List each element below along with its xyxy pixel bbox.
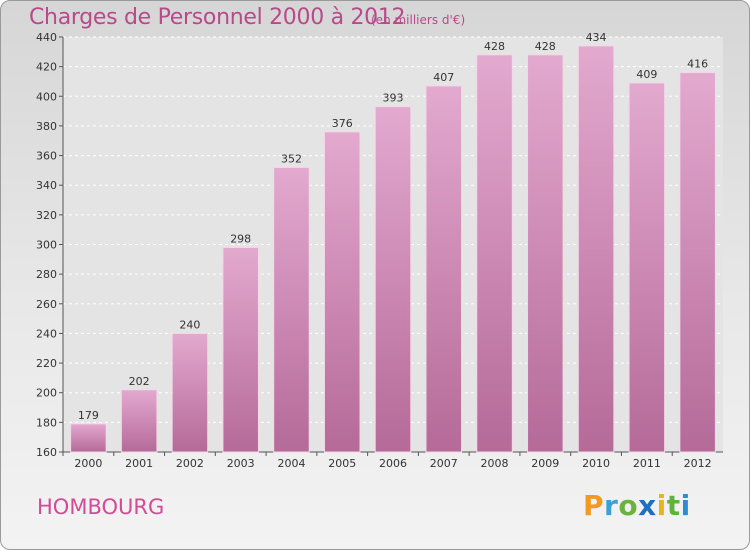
- x-tick-label: 2012: [684, 457, 712, 470]
- bar-value-label: 393: [383, 92, 404, 105]
- logo-letter: o: [618, 489, 639, 522]
- proxiti-logo[interactable]: Proxiti: [583, 489, 691, 522]
- bar-value-label: 428: [535, 40, 556, 53]
- bar-2008: [476, 54, 513, 453]
- bar-value-label: 179: [78, 409, 99, 422]
- bar-value-label: 376: [332, 117, 353, 130]
- x-tick-label: 2006: [379, 457, 407, 470]
- logo-letter: i: [680, 489, 691, 522]
- bar-2012: [679, 72, 716, 453]
- logo-letter: x: [638, 489, 657, 522]
- bar-value-label: 428: [484, 40, 505, 53]
- chart-subtitle: (en milliers d'€): [371, 13, 466, 27]
- bar-value-label: 352: [281, 152, 302, 165]
- bar-2007: [425, 85, 463, 453]
- bar-2004: [273, 166, 310, 453]
- bar-2002: [171, 332, 209, 453]
- y-tick-label: 200: [36, 387, 57, 400]
- x-tick-label: 2001: [125, 457, 153, 470]
- y-tick-label: 160: [36, 446, 57, 459]
- chart-title: Charges de Personnel 2000 à 2012: [29, 5, 406, 30]
- y-tick-label: 220: [36, 357, 57, 370]
- x-tick-label: 2008: [481, 457, 509, 470]
- x-tick-label: 2003: [227, 457, 255, 470]
- y-tick-label: 420: [36, 61, 57, 74]
- x-tick-label: 2011: [633, 457, 661, 470]
- x-tick-label: 2000: [74, 457, 102, 470]
- x-tick-label: 2009: [531, 457, 559, 470]
- y-tick-label: 240: [36, 327, 57, 340]
- y-tick-label: 260: [36, 298, 57, 311]
- y-tick-label: 300: [36, 239, 57, 252]
- y-tick-label: 180: [36, 416, 57, 429]
- x-tick-label: 2010: [582, 457, 610, 470]
- x-tick-label: 2004: [277, 457, 305, 470]
- logo-letter: r: [604, 489, 619, 522]
- city-name: HOMBOURG: [37, 495, 165, 519]
- bars: [70, 45, 716, 453]
- x-tick-label: 2007: [430, 457, 458, 470]
- bar-2003: [222, 246, 259, 453]
- bar-value-label: 298: [230, 232, 251, 245]
- y-tick-label: 340: [36, 179, 57, 192]
- bar-value-label: 434: [586, 31, 607, 44]
- logo-letter: P: [583, 489, 605, 522]
- y-tick-label: 360: [36, 150, 57, 163]
- bar-value-label: 416: [687, 58, 708, 71]
- bar-value-label: 409: [636, 68, 657, 81]
- bar-2000: [70, 423, 107, 453]
- bar-2001: [120, 389, 158, 453]
- y-tick-label: 400: [36, 90, 57, 103]
- labels: 160 180 200 220 240 260 280 300 320 340 360 380 400 4…: [36, 31, 712, 470]
- bar-2005: [323, 131, 361, 453]
- y-tick-label: 380: [36, 120, 57, 133]
- logo-letter: t: [666, 489, 681, 522]
- x-tick-label: 2002: [176, 457, 204, 470]
- y-tick-label: 320: [36, 209, 57, 222]
- bar-value-label: 202: [129, 375, 150, 388]
- bar-2009: [527, 54, 564, 453]
- y-tick-label: 280: [36, 268, 57, 281]
- bar-value-label: 407: [433, 71, 454, 84]
- x-tick-label: 2005: [328, 457, 356, 470]
- bar-2011: [628, 82, 666, 453]
- y-tick-label: 440: [36, 31, 57, 44]
- bar-2006: [374, 106, 412, 453]
- bar-value-label: 240: [179, 318, 200, 331]
- logo-letter: i: [656, 489, 667, 522]
- bar-2010: [577, 45, 615, 453]
